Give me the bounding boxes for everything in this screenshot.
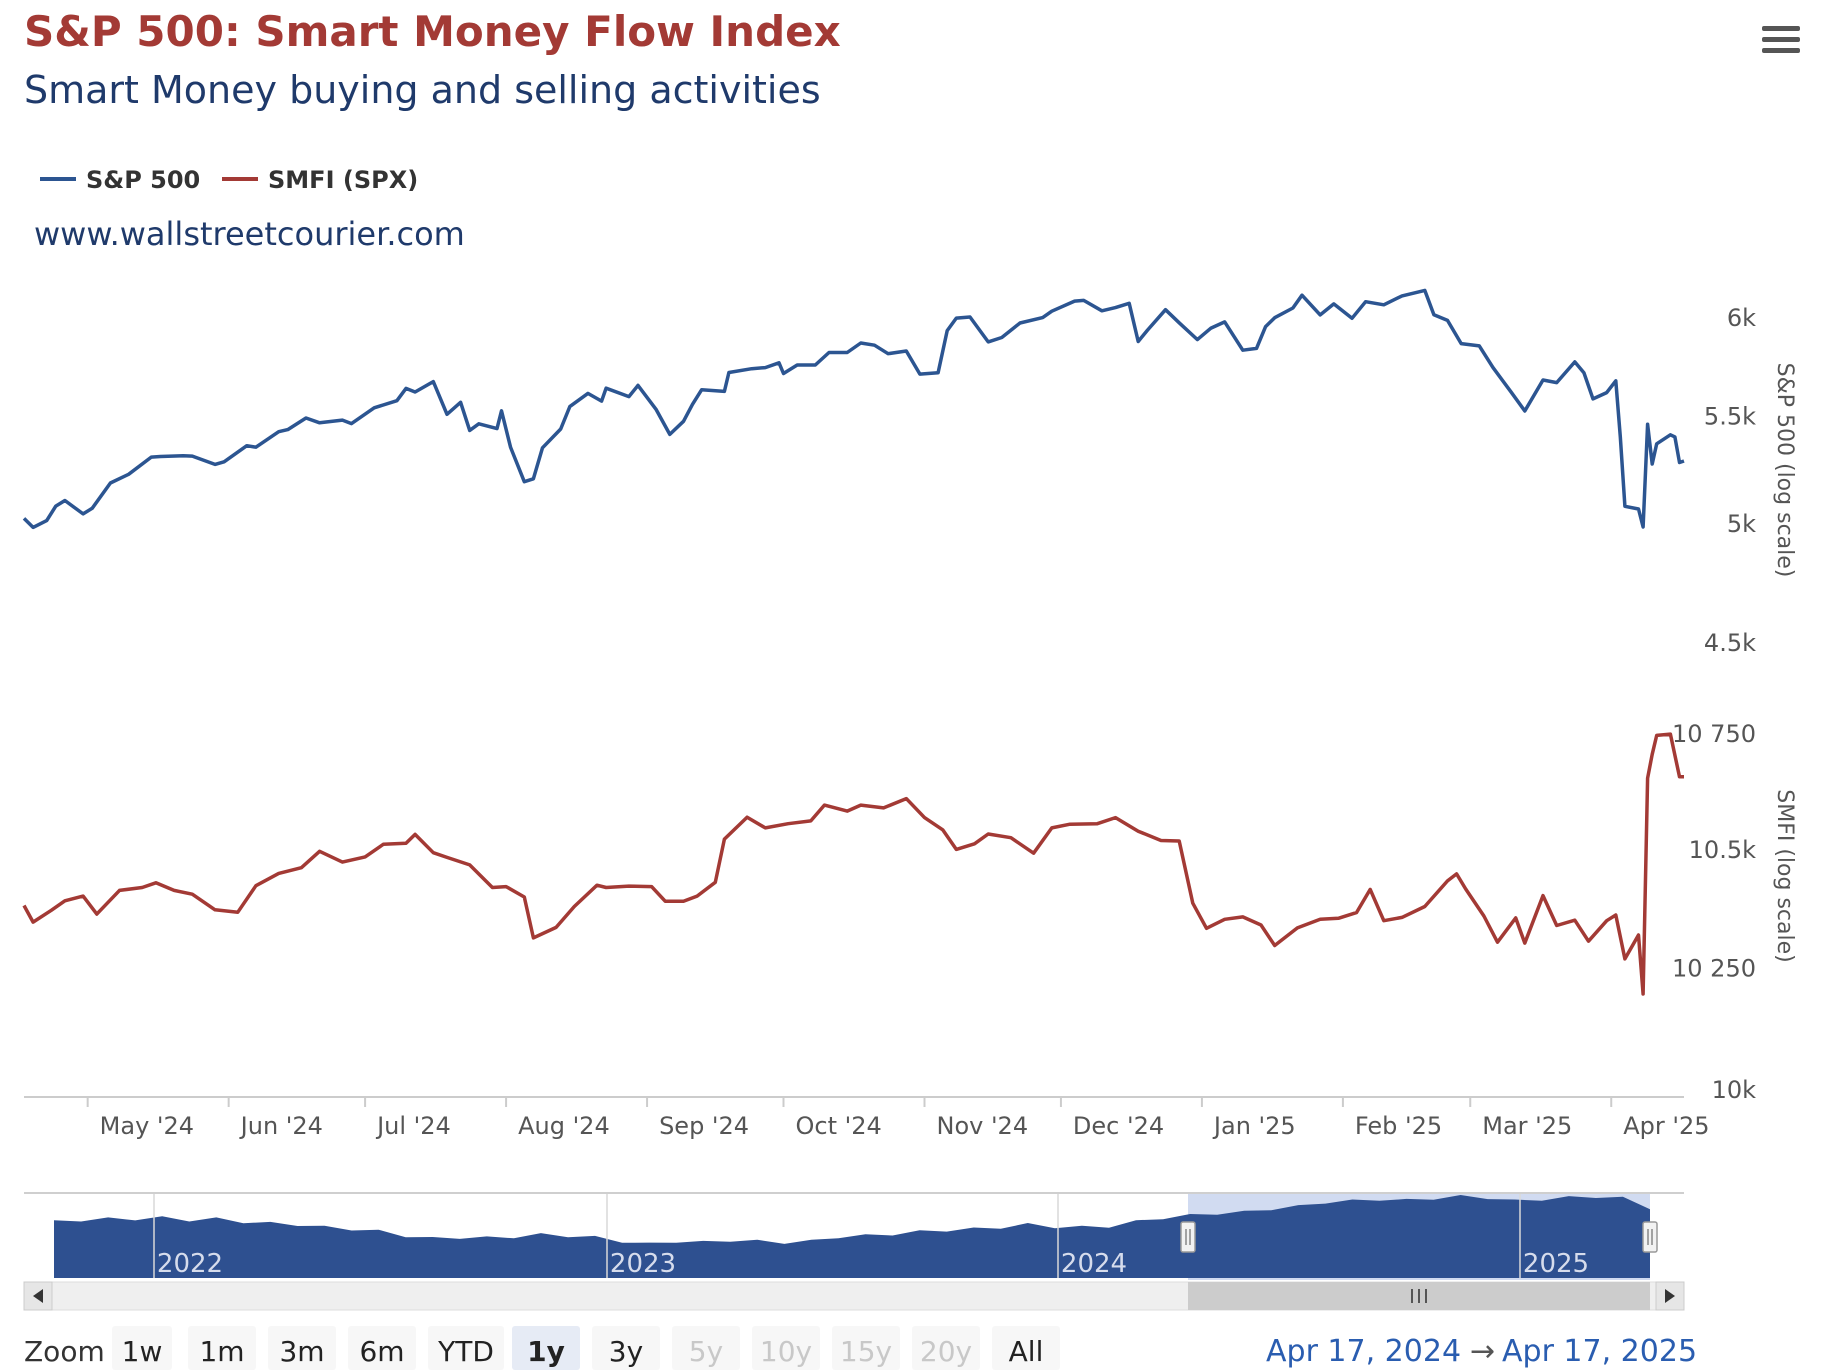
legend: S&P 500 SMFI (SPX) bbox=[40, 166, 418, 194]
navigator-area bbox=[54, 1195, 1650, 1278]
range-button-5y: 5y bbox=[672, 1326, 740, 1370]
range-button-10y: 10y bbox=[752, 1326, 820, 1370]
range-button-label: 1y bbox=[527, 1335, 565, 1368]
series-line-sp500[interactable] bbox=[22, 288, 1685, 530]
range-button-label: 15y bbox=[840, 1335, 892, 1368]
range-button-label: 5y bbox=[689, 1335, 723, 1368]
range-button-1w[interactable]: 1w bbox=[112, 1326, 172, 1370]
date-arrow-icon: → bbox=[1470, 1334, 1495, 1369]
range-button-bg bbox=[832, 1326, 900, 1370]
range-button-bg bbox=[348, 1326, 416, 1370]
x-tick-label: Oct '24 bbox=[796, 1112, 882, 1140]
range-button-bg bbox=[428, 1326, 504, 1370]
range-button-3y[interactable]: 3y bbox=[592, 1326, 660, 1370]
legend-label-smfi: SMFI (SPX) bbox=[268, 166, 418, 194]
scrollbar-right-button[interactable] bbox=[1655, 1281, 1685, 1311]
x-tick-label: Apr '25 bbox=[1623, 1112, 1709, 1140]
x-axis: May '24 Jun '24 Jul '24 Aug '24 Sep '24 Oct '… bbox=[24, 1096, 1710, 1140]
range-button-label: 1w bbox=[122, 1335, 163, 1368]
x-tick-label: Mar '25 bbox=[1482, 1112, 1572, 1140]
range-button-label: YTD bbox=[437, 1335, 494, 1368]
x-tick-label: Dec '24 bbox=[1073, 1112, 1164, 1140]
y-tick-label-smfi: 10 250 bbox=[1672, 955, 1756, 983]
range-button-label: 1m bbox=[199, 1335, 244, 1368]
range-button-label: All bbox=[1009, 1335, 1044, 1368]
range-button-15y: 15y bbox=[832, 1326, 900, 1370]
y-tick-label-smfi: 10.5k bbox=[1689, 836, 1756, 864]
navigator-handle-right[interactable] bbox=[1642, 1221, 1658, 1253]
range-button-label: 3m bbox=[279, 1335, 324, 1368]
navigator-scrollbar[interactable] bbox=[23, 1281, 1685, 1311]
y-tick-label-smfi: 10 750 bbox=[1672, 720, 1756, 748]
x-tick-label: Jun '24 bbox=[239, 1112, 323, 1140]
navigator-handle-left[interactable] bbox=[1180, 1221, 1196, 1253]
navigator-year-label: 2023 bbox=[610, 1249, 676, 1279]
range-button-label: 6m bbox=[359, 1335, 404, 1368]
range-button-bg bbox=[592, 1326, 660, 1370]
y-axis-sp500: S&P 500 (log scale) 6k 5.5k 5k 4.5k bbox=[1704, 304, 1797, 657]
navigator-year-label: 2024 bbox=[1061, 1249, 1127, 1279]
range-button-bg bbox=[912, 1326, 980, 1370]
range-button-bg bbox=[752, 1326, 820, 1370]
x-tick-label: Aug '24 bbox=[518, 1112, 610, 1140]
date-range-inputs: Apr 17, 2024 → Apr 17, 2025 bbox=[1266, 1334, 1697, 1369]
range-button-all[interactable]: All bbox=[992, 1326, 1060, 1370]
series-line-smfi[interactable] bbox=[22, 732, 1684, 996]
range-button-1y[interactable]: 1y bbox=[512, 1326, 580, 1370]
x-tick-label: Feb '25 bbox=[1355, 1112, 1442, 1140]
legend-label-sp500: S&P 500 bbox=[86, 166, 200, 194]
x-tick-label: Jul '24 bbox=[375, 1112, 451, 1140]
arrow-right-icon bbox=[1665, 1289, 1675, 1303]
range-button-bg bbox=[672, 1326, 740, 1370]
chart-subtitle: Smart Money buying and selling activitie… bbox=[24, 68, 821, 112]
range-button-label: 20y bbox=[920, 1335, 972, 1368]
y-axis-smfi: SMFI (log scale) 10 750 10.5k 10 250 10k bbox=[1672, 720, 1797, 1104]
legend-item-sp500[interactable]: S&P 500 bbox=[40, 166, 200, 194]
scrollbar-left-button[interactable] bbox=[23, 1281, 53, 1311]
plot-area bbox=[22, 288, 1685, 996]
y-tick-label-sp500: 6k bbox=[1727, 304, 1756, 332]
navigator-year-label: 2025 bbox=[1523, 1249, 1589, 1279]
range-selector: Zoom 1w 1m 3m 6m YTD 1y 3y 5y 10y 15y 20y All Apr 1… bbox=[24, 1326, 1697, 1370]
x-tick-label: Nov '24 bbox=[936, 1112, 1028, 1140]
y-axis-title-smfi: SMFI (log scale) bbox=[1772, 789, 1797, 962]
date-from-input[interactable]: Apr 17, 2024 bbox=[1266, 1334, 1461, 1369]
range-button-1m[interactable]: 1m bbox=[188, 1326, 256, 1370]
y-tick-label-sp500: 4.5k bbox=[1704, 629, 1756, 657]
arrow-left-icon bbox=[33, 1289, 43, 1303]
range-button-20y: 20y bbox=[912, 1326, 980, 1370]
x-tick-label: Jan '25 bbox=[1212, 1112, 1296, 1140]
hamburger-menu-icon[interactable] bbox=[1762, 24, 1800, 56]
range-button-bg bbox=[188, 1326, 256, 1370]
navigator-year-label: 2022 bbox=[157, 1249, 223, 1279]
navigator[interactable]: 2022 2023 2024 2025 bbox=[23, 1192, 1685, 1311]
range-button-label: 10y bbox=[760, 1335, 812, 1368]
y-axis-title-sp500: S&P 500 (log scale) bbox=[1772, 363, 1797, 578]
navigator-labels: 2022 2023 2024 2025 bbox=[153, 1194, 1589, 1279]
zoom-label: Zoom bbox=[24, 1335, 105, 1368]
y-tick-label-sp500: 5k bbox=[1727, 510, 1756, 538]
x-tick-label: May '24 bbox=[100, 1112, 194, 1140]
chart-title: S&P 500: Smart Money Flow Index bbox=[24, 7, 841, 56]
legend-item-smfi[interactable]: SMFI (SPX) bbox=[222, 166, 418, 194]
y-tick-label-smfi: 10k bbox=[1712, 1076, 1757, 1104]
range-button-bg bbox=[112, 1326, 172, 1370]
date-to-input[interactable]: Apr 17, 2025 bbox=[1502, 1334, 1697, 1369]
x-tick-label: Sep '24 bbox=[659, 1112, 749, 1140]
watermark-url: www.wallstreetcourier.com bbox=[34, 215, 465, 253]
range-button-6m[interactable]: 6m bbox=[348, 1326, 416, 1370]
range-button-bg bbox=[268, 1326, 336, 1370]
range-button-3m[interactable]: 3m bbox=[268, 1326, 336, 1370]
range-button-bg bbox=[512, 1326, 580, 1370]
range-buttons: 1w 1m 3m 6m YTD 1y 3y 5y 10y 15y 20y All bbox=[112, 1326, 1060, 1370]
range-button-label: 3y bbox=[609, 1335, 643, 1368]
scrollbar-grip-icon bbox=[1411, 1289, 1427, 1303]
range-button-ytd[interactable]: YTD bbox=[428, 1326, 504, 1370]
y-tick-label-sp500: 5.5k bbox=[1704, 402, 1756, 430]
range-button-bg bbox=[992, 1326, 1060, 1370]
